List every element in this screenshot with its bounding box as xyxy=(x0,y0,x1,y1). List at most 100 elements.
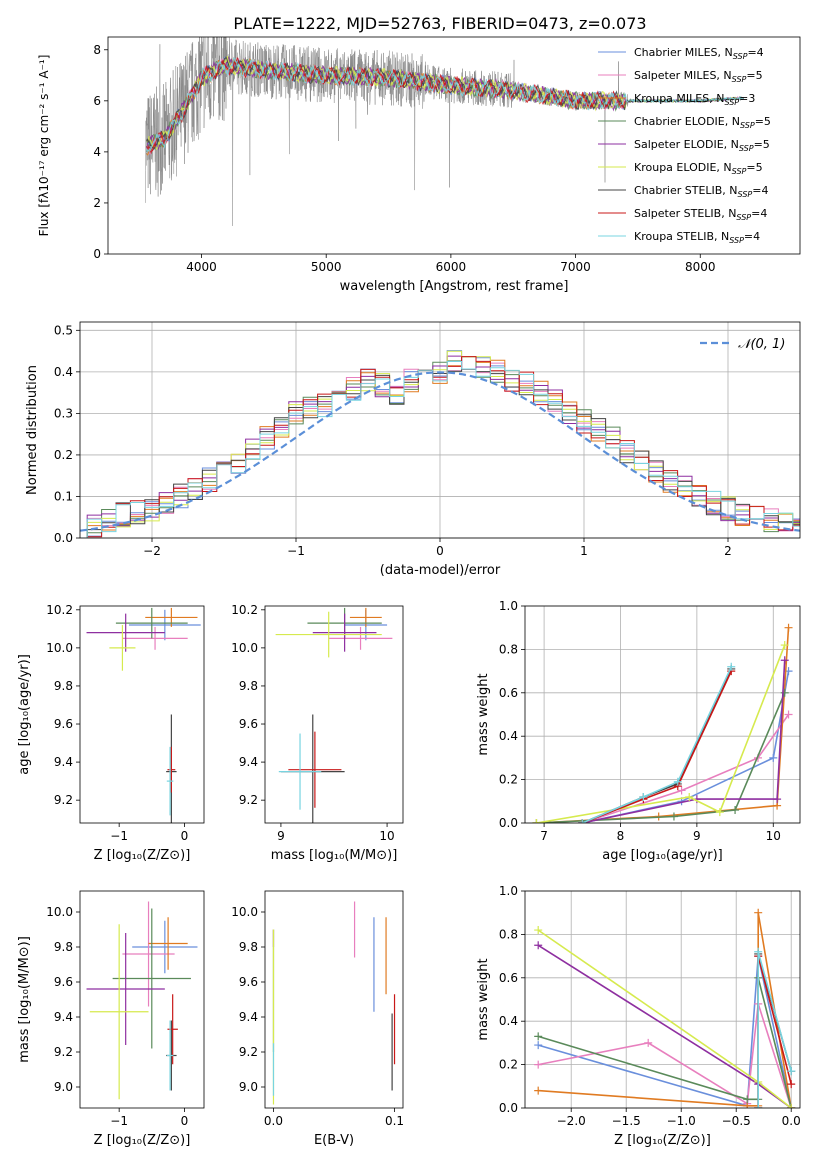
hist-step-4 xyxy=(80,355,800,538)
legend-sub: SSP xyxy=(740,121,755,130)
weight-marker xyxy=(727,662,736,671)
weight-marker xyxy=(685,792,694,801)
x-axis-label: (data-model)/error xyxy=(380,563,501,578)
weight-marker xyxy=(780,641,789,650)
y-tick-label: 9.4 xyxy=(54,755,73,769)
legend-n: =5 xyxy=(746,69,762,82)
hist-step-6 xyxy=(80,368,800,538)
x-tick-label: 1 xyxy=(580,544,588,558)
y-tick-label: 9.2 xyxy=(54,793,73,807)
x-tick-label: −1.0 xyxy=(667,1114,696,1128)
panel-mass-vs-ebv: 0.0 0.1 9.0 9.2 9.4 9.6 9.8 10.0 E(B-V) xyxy=(231,890,404,1148)
y-tick-label: 9.0 xyxy=(54,1080,73,1094)
weight-marker xyxy=(754,1104,763,1108)
x-tick-label: 2 xyxy=(724,544,732,558)
x-axis-label: E(B-V) xyxy=(314,1133,354,1148)
legend-entry: Kroupa ELODIE, NSSP=5 xyxy=(634,161,763,176)
x-tick-label: 7000 xyxy=(560,260,591,274)
legend-name: Chabrier MILES, N xyxy=(634,46,733,59)
weight-marker xyxy=(787,1067,796,1076)
plot-area xyxy=(532,623,793,823)
x-tick-label: −1 xyxy=(287,544,305,558)
data-spectrum-line xyxy=(145,37,629,226)
axes-frame xyxy=(79,605,205,824)
y-tick-label: 9.6 xyxy=(239,717,258,731)
x-tick-label: 7 xyxy=(540,829,548,843)
plot-area xyxy=(145,37,745,226)
y-axis-label: Flux [fλ10⁻¹⁷ erg cm⁻² s⁻¹ A⁻¹] xyxy=(37,55,51,237)
x-tick-label: 9 xyxy=(277,829,285,843)
x-tick-label: 0.0 xyxy=(782,1114,801,1128)
weight-line xyxy=(581,666,733,823)
weight-marker xyxy=(773,795,782,804)
weight-marker xyxy=(780,656,789,665)
legend-n: =4 xyxy=(747,46,763,59)
y-tick-label: 0.4 xyxy=(54,365,73,379)
y-tick-label: 9.6 xyxy=(54,717,73,731)
weight-marker xyxy=(677,786,686,795)
y-tick-label: 9.2 xyxy=(54,1045,73,1059)
legend-sub: SSP xyxy=(739,144,754,153)
y-tick-label: 9.8 xyxy=(239,679,258,693)
legend-entry: Chabrier ELODIE, NSSP=5 xyxy=(634,115,771,130)
legend-sub: SSP xyxy=(732,75,747,84)
panel-age-vs-mass: 9 10 9.2 9.4 9.6 9.8 10.0 10.2 mass [log₁₀(M/M⊙)… xyxy=(231,603,404,863)
y-tick-label: 10.0 xyxy=(46,641,73,655)
x-tick-label: −2 xyxy=(143,544,161,558)
y-tick-label: 2 xyxy=(93,196,101,210)
x-tick-label: −1 xyxy=(110,829,128,843)
y-tick-label: 0.8 xyxy=(499,642,518,656)
legend-name: Chabrier ELODIE, N xyxy=(634,115,740,128)
weight-marker xyxy=(578,819,587,823)
legend-n: =4 xyxy=(751,207,767,220)
legend-sub: SSP xyxy=(724,98,739,107)
legend-n: =5 xyxy=(755,115,771,128)
y-tick-label: 4 xyxy=(93,145,101,159)
y-tick-label: 10.0 xyxy=(46,905,73,919)
x-tick-label: 0.1 xyxy=(385,1114,404,1128)
legend-sub: SSP xyxy=(738,190,753,199)
y-axis-label: mass weight xyxy=(476,958,491,1040)
x-axis-label: age [log₁₀(age/yr)] xyxy=(602,848,723,863)
y-tick-label: 9.2 xyxy=(239,1045,258,1059)
y-tick-label: 0.6 xyxy=(499,686,518,700)
legend-name: Salpeter MILES, N xyxy=(634,69,732,82)
legend-entry: 𝒩(0, 1) xyxy=(738,337,785,352)
x-tick-label: 8 xyxy=(617,829,625,843)
legend-sub: SSP xyxy=(732,167,747,176)
weight-line xyxy=(582,670,790,823)
y-tick-label: 9.8 xyxy=(54,679,73,693)
axes-frame xyxy=(264,605,404,824)
weight-marker xyxy=(743,1095,752,1104)
y-tick-label: 0.4 xyxy=(499,1014,518,1028)
weight-line xyxy=(582,670,733,823)
figure-title: PLATE=1222, MJD=52763, FIBERID=0473, z=0… xyxy=(233,14,646,33)
weight-line xyxy=(537,955,792,1108)
hist-step-5 xyxy=(80,350,800,538)
x-tick-label: 9 xyxy=(693,829,701,843)
y-tick-label: 0.0 xyxy=(499,1101,518,1115)
weight-marker xyxy=(715,808,724,817)
y-tick-label: 0.5 xyxy=(54,323,73,337)
axes-frame xyxy=(107,36,801,255)
weight-marker xyxy=(769,753,778,762)
legend-sub: SSP xyxy=(736,213,751,222)
legend-entry: Salpeter ELODIE, NSSP=5 xyxy=(634,138,770,153)
weight-marker xyxy=(787,1104,796,1108)
weight-marker xyxy=(532,819,541,823)
y-tick-label: 9.6 xyxy=(239,975,258,989)
x-axis-label: wavelength [Angstrom, rest frame] xyxy=(340,279,569,294)
y-tick-label: 9.8 xyxy=(239,940,258,954)
legend-name: Chabrier STELIB, N xyxy=(634,184,738,197)
legend-entry: Kroupa MILES, NSSP=3 xyxy=(634,92,755,107)
weight-marker xyxy=(639,792,648,801)
axes-frame xyxy=(524,605,801,824)
weight-line xyxy=(536,627,790,823)
legend-entry: Salpeter STELIB, NSSP=4 xyxy=(634,207,767,222)
y-tick-label: 0.2 xyxy=(499,1058,518,1072)
plot-area xyxy=(86,901,198,1100)
x-tick-label: 0 xyxy=(181,1114,189,1128)
weight-marker xyxy=(534,1032,543,1041)
legend-entry: Salpeter MILES, NSSP=5 xyxy=(634,69,763,84)
